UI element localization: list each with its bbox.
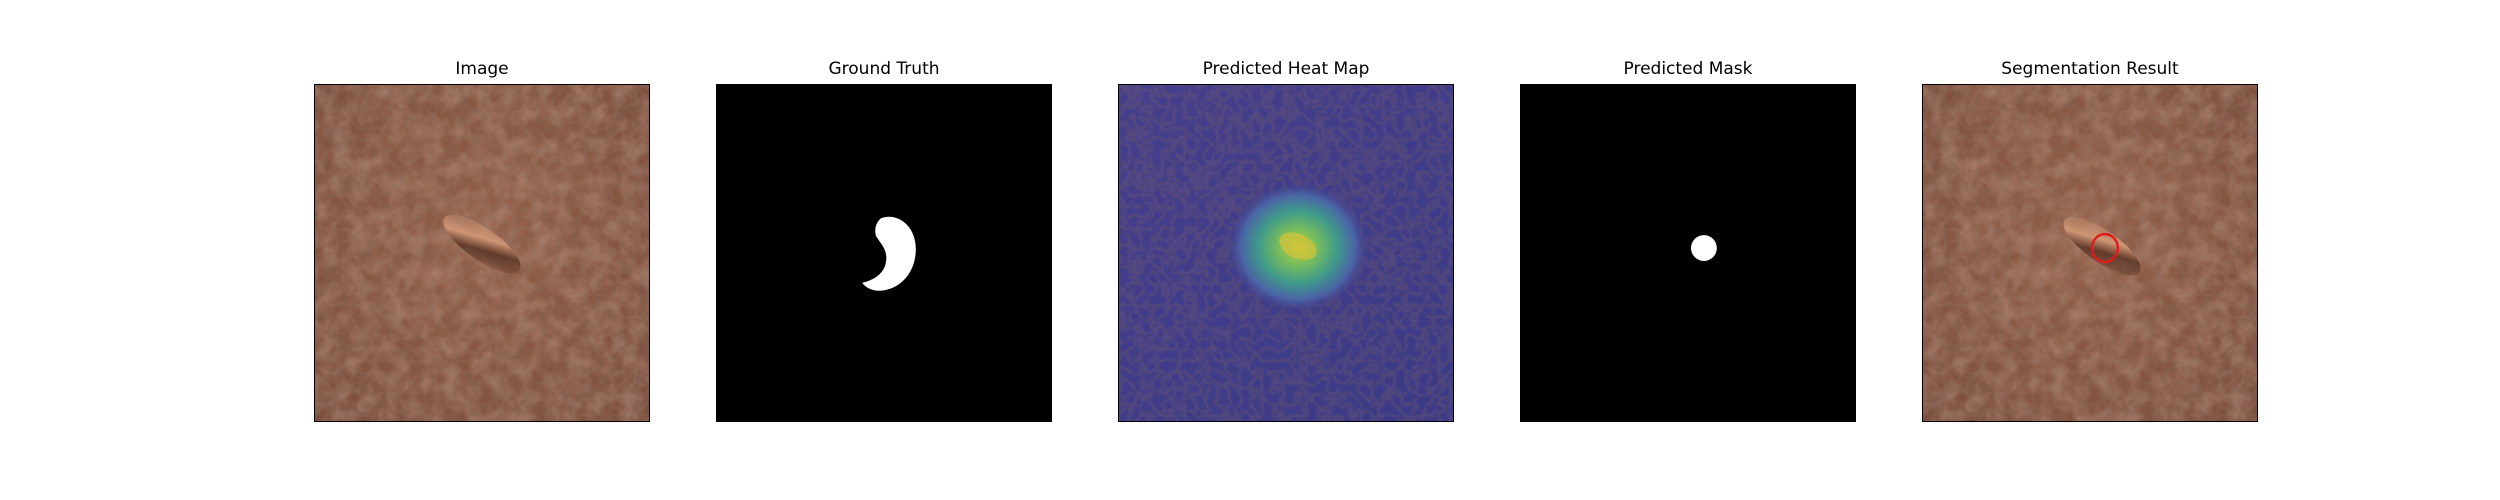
ground-truth-frame [716, 84, 1052, 422]
panel-title: Ground Truth [828, 59, 940, 79]
segmentation-image [1923, 85, 2257, 421]
ground-truth-region [862, 216, 916, 291]
defect-wrinkle [2063, 216, 2141, 276]
panel-ground-truth: Ground Truth [716, 0, 1052, 500]
predicted-region [1690, 235, 1717, 261]
heat-map [1119, 85, 1453, 421]
predicted-mask-frame [1520, 84, 1856, 422]
predicted-mask [1521, 85, 1855, 421]
ground-truth-mask [717, 85, 1051, 421]
panel-predicted-mask: Predicted Mask [1520, 0, 1856, 500]
panel-segmentation-result: Segmentation Result [1922, 0, 2258, 500]
panel-title: Segmentation Result [2001, 59, 2179, 79]
panel-title: Image [455, 59, 509, 79]
image-frame [314, 84, 650, 422]
panel-image: Image [314, 0, 650, 500]
defect-wrinkle [443, 214, 521, 274]
leather-image [315, 85, 649, 421]
panel-title: Predicted Mask [1623, 59, 1753, 79]
panel-heat-map: Predicted Heat Map [1118, 0, 1454, 500]
segmentation-frame [1922, 84, 2258, 422]
heat-map-frame [1118, 84, 1454, 422]
panel-title: Predicted Heat Map [1202, 59, 1370, 79]
segmentation-contour [2090, 232, 2120, 264]
